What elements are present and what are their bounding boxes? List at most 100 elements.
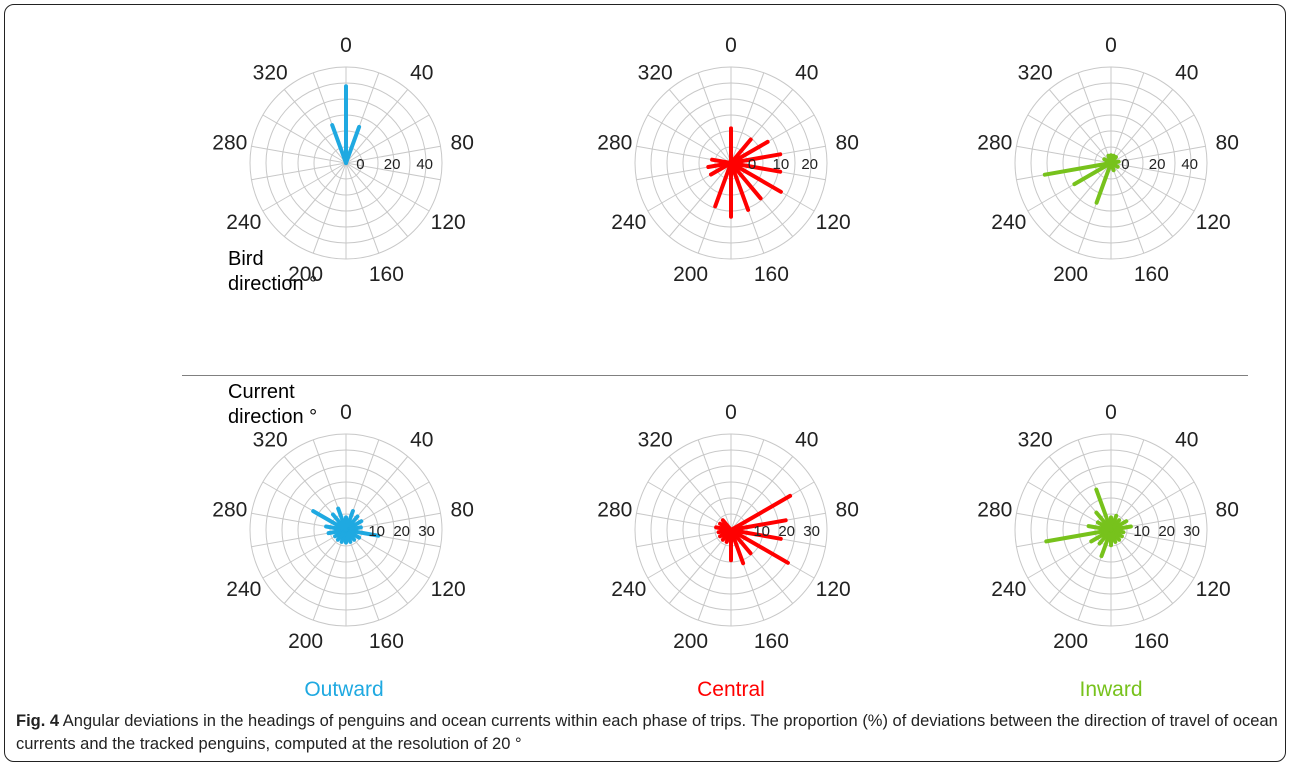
angle-tick-label: 120 bbox=[816, 211, 851, 234]
polar-plot-4: 0 40 80 120 160 200 240 280 320 10 20 30 bbox=[597, 401, 859, 653]
polar-spoke bbox=[283, 89, 347, 164]
angle-tick-label: 120 bbox=[1196, 578, 1231, 601]
angle-tick-label: 40 bbox=[410, 429, 433, 452]
polar-plot-5: 0 40 80 120 160 200 240 280 320 10 20 30 bbox=[977, 401, 1239, 653]
angle-tick-label: 160 bbox=[1134, 263, 1169, 286]
data-bar bbox=[1106, 153, 1113, 165]
data-bar bbox=[330, 123, 348, 165]
row-label-bird-line2: direction ° bbox=[228, 273, 318, 295]
data-bar bbox=[1094, 487, 1113, 532]
angle-tick-label: 160 bbox=[754, 630, 789, 653]
polar-spoke bbox=[668, 162, 732, 237]
angle-tick-label: 40 bbox=[410, 62, 433, 85]
angle-tick-label: 80 bbox=[836, 499, 859, 522]
row-label-current: Current direction ° bbox=[228, 380, 317, 430]
polar-spoke bbox=[345, 529, 409, 604]
radial-tick-label: 20 bbox=[1149, 156, 1166, 173]
polar-spoke bbox=[345, 114, 430, 164]
polar-spoke bbox=[345, 162, 380, 254]
figure-caption: Fig. 4 Angular deviations in the heading… bbox=[16, 710, 1278, 756]
data-bar bbox=[729, 161, 783, 194]
polar-spoke bbox=[262, 529, 347, 579]
radial-tick-label: 40 bbox=[416, 156, 433, 173]
radial-tick-label: 30 bbox=[803, 523, 820, 540]
polar-spoke bbox=[636, 529, 732, 548]
angle-tick-label: 120 bbox=[816, 578, 851, 601]
row-label-current-line2: direction ° bbox=[228, 406, 318, 428]
polar-spoke bbox=[312, 162, 347, 254]
angle-tick-label: 320 bbox=[638, 62, 673, 85]
data-bar bbox=[720, 518, 733, 532]
data-bar bbox=[311, 509, 348, 532]
data-bar bbox=[713, 161, 733, 209]
polar-spoke bbox=[1110, 529, 1195, 579]
data-bar bbox=[1094, 161, 1113, 205]
angle-tick-label: 240 bbox=[226, 578, 261, 601]
angle-tick-label: 0 bbox=[725, 34, 737, 57]
polar-plot-0: 0 40 80 120 160 200 240 280 320 0 20 40 bbox=[212, 34, 474, 286]
polar-spoke bbox=[1110, 145, 1206, 164]
angle-tick-label: 120 bbox=[431, 211, 466, 234]
polar-spoke bbox=[1110, 114, 1195, 164]
data-bar bbox=[729, 528, 790, 565]
polar-spoke bbox=[345, 89, 409, 164]
polar-spoke bbox=[251, 162, 347, 181]
radial-tick-label: 20 bbox=[1158, 523, 1175, 540]
angle-tick-label: 80 bbox=[451, 132, 474, 155]
polar-spoke bbox=[1110, 72, 1145, 164]
radial-tick-label: 10 bbox=[368, 523, 385, 540]
radial-tick-label: 0 bbox=[748, 156, 756, 173]
angle-tick-label: 120 bbox=[431, 578, 466, 601]
polar-plot-3: 0 40 80 120 160 200 240 280 320 10 20 30 bbox=[212, 401, 474, 653]
angle-tick-label: 40 bbox=[795, 429, 818, 452]
polar-spoke bbox=[1016, 145, 1112, 164]
angle-tick-label: 160 bbox=[1134, 630, 1169, 653]
angle-tick-label: 320 bbox=[253, 429, 288, 452]
data-bar bbox=[1044, 528, 1113, 544]
angle-tick-label: 240 bbox=[991, 211, 1026, 234]
angle-tick-label: 80 bbox=[1216, 132, 1239, 155]
angle-tick-label: 320 bbox=[638, 429, 673, 452]
angle-tick-label: 0 bbox=[725, 401, 737, 424]
polar-spoke bbox=[647, 529, 732, 579]
polar-spoke bbox=[345, 162, 441, 181]
angle-tick-label: 280 bbox=[977, 499, 1012, 522]
data-bar bbox=[729, 161, 783, 174]
radial-tick-label: 40 bbox=[1181, 156, 1198, 173]
radial-tick-label: 10 bbox=[753, 523, 770, 540]
polar-spoke bbox=[1048, 89, 1112, 164]
polar-spoke bbox=[283, 529, 347, 604]
polar-spoke bbox=[312, 529, 347, 621]
angle-tick-label: 200 bbox=[288, 630, 323, 653]
angle-tick-label: 200 bbox=[673, 630, 708, 653]
row-label-bird: Bird direction ° bbox=[228, 247, 317, 297]
polar-spoke bbox=[730, 439, 765, 531]
polar-spoke bbox=[345, 145, 441, 164]
angle-tick-label: 80 bbox=[836, 132, 859, 155]
polar-spoke bbox=[1110, 162, 1145, 254]
radial-tick-label: 0 bbox=[1121, 156, 1129, 173]
figure-caption-label: Fig. 4 bbox=[16, 712, 60, 730]
phase-label-central: Central bbox=[697, 678, 765, 701]
radial-tick-label: 10 bbox=[773, 156, 790, 173]
data-bar bbox=[729, 528, 783, 541]
data-bar bbox=[729, 528, 746, 566]
radial-tick-label: 10 bbox=[1133, 523, 1150, 540]
radial-tick-label: 30 bbox=[418, 523, 435, 540]
data-bar bbox=[729, 161, 763, 201]
angle-tick-label: 0 bbox=[340, 34, 352, 57]
angle-tick-label: 280 bbox=[977, 132, 1012, 155]
angle-tick-label: 200 bbox=[1053, 630, 1088, 653]
phase-label-inward: Inward bbox=[1079, 678, 1143, 701]
angle-tick-label: 280 bbox=[212, 132, 247, 155]
data-bar bbox=[729, 152, 783, 165]
polar-spoke bbox=[697, 439, 732, 531]
angle-tick-label: 160 bbox=[369, 263, 404, 286]
polar-spoke bbox=[1110, 162, 1195, 212]
angle-tick-label: 280 bbox=[212, 499, 247, 522]
data-bar bbox=[729, 161, 751, 212]
angle-tick-label: 320 bbox=[1018, 429, 1053, 452]
polar-spoke bbox=[1110, 89, 1174, 164]
phase-label-outward: Outward bbox=[304, 678, 384, 701]
polar-spoke bbox=[1110, 529, 1174, 604]
